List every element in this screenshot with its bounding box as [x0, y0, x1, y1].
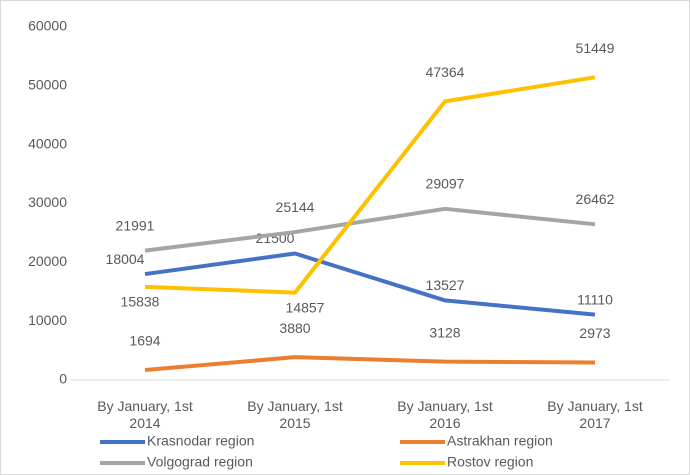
series-line	[144, 75, 596, 295]
data-label: 13527	[426, 277, 465, 293]
data-label: 2973	[579, 325, 610, 341]
y-tick-label: 40000	[28, 135, 67, 151]
data-label: 51449	[576, 40, 615, 56]
data-label: 21991	[116, 217, 155, 233]
y-tick-label: 10000	[28, 312, 67, 328]
y-tick-label: 30000	[28, 194, 67, 210]
data-label: 15838	[121, 294, 160, 310]
x-tick-label: By January, 1st 2016	[397, 398, 493, 431]
data-label: 3880	[279, 320, 310, 336]
y-tick-label: 50000	[28, 77, 67, 93]
series-line	[144, 355, 596, 373]
legend-label: Krasnodar region	[147, 433, 254, 449]
legend-label: Volgograd region	[147, 454, 253, 470]
data-label: 25144	[276, 199, 315, 215]
data-label: 14857	[286, 299, 325, 315]
legend-label: Astrakhan region	[447, 433, 553, 449]
x-tick-label: By January, 1st 2014	[97, 398, 193, 431]
x-tick-label: By January, 1st 2015	[247, 398, 343, 431]
y-tick-label: 20000	[28, 253, 67, 269]
series-line	[144, 206, 596, 253]
data-label: 11110	[577, 291, 613, 307]
series-line	[144, 251, 596, 317]
y-tick-label: 60000	[28, 18, 67, 34]
data-label: 1694	[129, 333, 160, 349]
data-label: 26462	[576, 191, 615, 207]
data-label: 18004	[106, 251, 145, 267]
legend-label: Rostov region	[447, 454, 533, 470]
y-tick-label: 0	[59, 371, 67, 387]
data-label: 29097	[426, 176, 465, 192]
x-tick-label: By January, 1st 2017	[547, 398, 643, 431]
data-label: 47364	[426, 64, 465, 80]
data-label: 3128	[429, 324, 460, 340]
